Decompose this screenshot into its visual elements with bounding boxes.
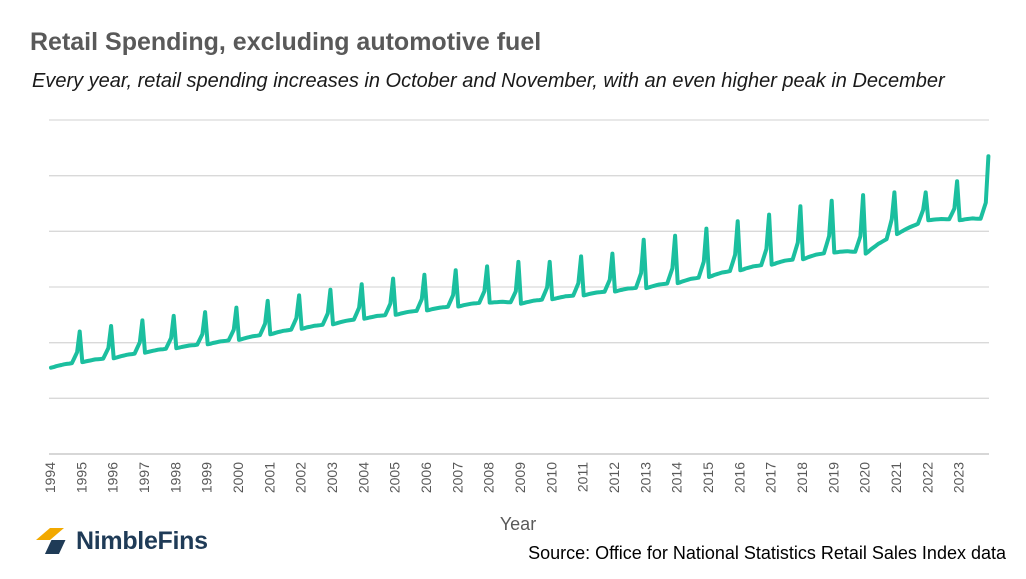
x-tick-label: 2002 (293, 462, 309, 493)
x-tick-label: 2000 (230, 462, 246, 493)
x-tick-label: 2013 (637, 462, 653, 493)
x-tick-label: 2022 (919, 462, 935, 493)
x-tick-label: 2018 (794, 462, 810, 493)
x-tick-label: 2008 (481, 462, 497, 493)
chart-subtitle: Every year, retail spending increases in… (32, 70, 945, 92)
x-tick-label: 2006 (418, 462, 434, 493)
x-axis-label: Year (500, 514, 536, 534)
x-tick-label: 2011 (575, 462, 591, 492)
brand-name: NimbleFins (76, 526, 208, 555)
x-tick-label: 2009 (512, 462, 528, 493)
x-tick-label: 2015 (700, 462, 716, 493)
x-tick-label: 2016 (731, 462, 747, 493)
x-tick-label: 1995 (73, 462, 89, 493)
x-tick-label: 1998 (167, 462, 183, 493)
x-tick-label: 2010 (543, 462, 559, 493)
x-tick-label: 2020 (857, 462, 873, 493)
x-tick-label: 2019 (825, 462, 841, 493)
nimblefins-logo-icon (36, 528, 66, 554)
gridlines (49, 119, 989, 455)
x-tick-label: 2021 (888, 462, 904, 493)
x-tick-label: 2004 (355, 462, 371, 493)
x-tick-label: 1994 (42, 462, 58, 493)
source-note: Source: Office for National Statistics R… (528, 543, 1006, 563)
chart-title: Retail Spending, excluding automotive fu… (30, 28, 542, 56)
x-tick-label: 2001 (261, 462, 277, 493)
x-tick-label: 2003 (324, 462, 340, 493)
series-layer (49, 154, 991, 370)
x-tick-label: 2014 (669, 462, 685, 493)
x-tick-label: 1997 (136, 462, 152, 493)
x-tick-label: 2017 (763, 462, 779, 493)
x-tick-label: 2023 (951, 462, 967, 493)
x-tick-label: 2007 (449, 462, 465, 493)
x-tick-label: 1999 (199, 462, 215, 493)
x-tick-label: 2005 (387, 462, 403, 493)
x-axis: 1994 1995 1996 1997 1998 1999 2000 2001 2002 2003… (42, 462, 967, 493)
x-tick-label: 1996 (105, 462, 121, 493)
x-tick-label: 2012 (606, 462, 622, 493)
brand-logo: NimbleFins (34, 526, 208, 556)
series-line (49, 154, 991, 370)
